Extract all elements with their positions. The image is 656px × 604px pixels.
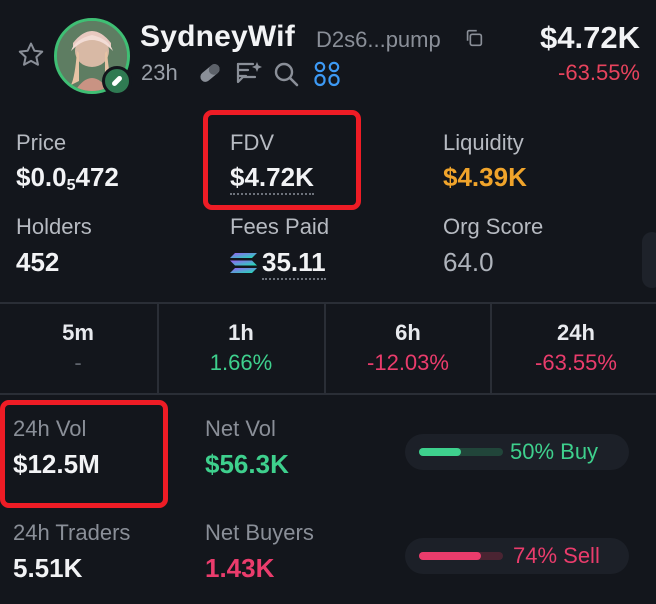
net-volume-label: Net Vol xyxy=(205,416,276,441)
divider xyxy=(490,304,492,393)
org-score-value: 64.0 xyxy=(443,247,494,277)
token-avatar xyxy=(54,18,132,96)
traders-24h-value: 5.51K xyxy=(13,553,83,583)
traders-24h-label: 24h Traders xyxy=(13,520,131,545)
avatar-image xyxy=(54,18,130,94)
liquidity-value: $4.39K xyxy=(443,162,527,192)
token-address[interactable]: D2s6...pump xyxy=(316,27,441,52)
net-buyers-label: Net Buyers xyxy=(205,520,314,545)
holders-label: Holders xyxy=(16,214,92,239)
timeframe-change: - xyxy=(74,350,82,375)
timeframe-label: 5m xyxy=(62,320,94,345)
price-value: $0.05472 xyxy=(16,162,119,194)
fees-paid-label: Fees Paid xyxy=(230,214,330,239)
fdv-value: $4.72K xyxy=(230,162,314,195)
holders-value: 452 xyxy=(16,247,60,277)
price-change-24h: -63.55% xyxy=(558,60,640,85)
org-score-label: Org Score xyxy=(443,214,544,239)
side-panel-handle[interactable] xyxy=(642,232,656,288)
solana-icon xyxy=(230,253,257,273)
sell-ratio-track xyxy=(419,552,503,560)
buy-ratio-track xyxy=(419,448,503,456)
volume-24h-value: $12.5M xyxy=(13,449,100,479)
net-volume-value: $56.3K xyxy=(205,449,289,479)
sell-ratio-pill: 74% Sell xyxy=(405,538,629,574)
sell-ratio-fill xyxy=(419,552,482,560)
group-icon[interactable] xyxy=(312,60,342,88)
fdv-highlight-box xyxy=(203,110,361,210)
net-buyers-value: 1.43K xyxy=(205,553,275,583)
token-name: SydneyWif xyxy=(140,20,295,53)
timeframe-change: 1.66% xyxy=(209,350,273,375)
sell-ratio-text: 74% Sell xyxy=(513,543,600,568)
divider xyxy=(0,393,656,395)
fdv-label: FDV xyxy=(230,130,274,155)
timeframe-label: 1h xyxy=(228,320,254,345)
timeframe-5m[interactable]: 5m - xyxy=(0,304,157,393)
copy-icon[interactable] xyxy=(463,27,485,49)
pill-icon[interactable] xyxy=(196,60,224,86)
sparkle-chat-icon[interactable] xyxy=(234,59,264,87)
volume-highlight-box xyxy=(0,400,168,508)
divider xyxy=(157,304,159,393)
pill-badge-icon xyxy=(102,66,132,96)
search-icon[interactable] xyxy=(272,60,300,88)
buy-ratio-fill xyxy=(419,448,461,456)
liquidity-label: Liquidity xyxy=(443,130,524,155)
price-label: Price xyxy=(16,130,67,155)
buy-ratio-pill: 50% Buy xyxy=(405,434,629,470)
token-age: 23h xyxy=(141,60,178,85)
timeframe-24h[interactable]: 24h -63.55% xyxy=(492,304,656,393)
timeframe-label: 24h xyxy=(557,320,595,345)
timeframe-1h[interactable]: 1h 1.66% xyxy=(159,304,324,393)
timeframe-change: -63.55% xyxy=(535,350,617,375)
timeframe-change: -12.03% xyxy=(367,350,449,375)
timeframe-6h[interactable]: 6h -12.03% xyxy=(326,304,490,393)
fees-paid-value: 35.11 xyxy=(262,247,326,280)
market-cap-value: $4.72K xyxy=(540,20,640,55)
star-icon[interactable] xyxy=(16,40,46,70)
divider xyxy=(0,302,656,304)
timeframe-label: 6h xyxy=(395,320,421,345)
volume-24h-label: 24h Vol xyxy=(13,416,87,441)
divider xyxy=(324,304,326,393)
buy-ratio-text: 50% Buy xyxy=(510,439,599,464)
